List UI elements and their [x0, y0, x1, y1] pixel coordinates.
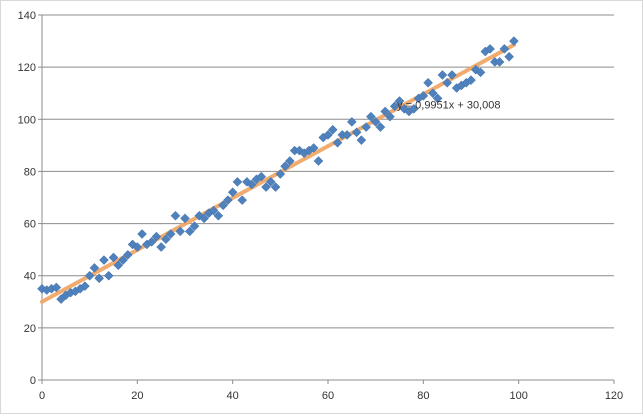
- data-point: [208, 205, 219, 216]
- y-tick-label: 40: [24, 271, 36, 283]
- y-tick-label: 0: [30, 375, 36, 387]
- data-point: [103, 270, 114, 281]
- data-point: [146, 236, 157, 247]
- data-point: [165, 229, 176, 239]
- data-point: [428, 88, 438, 99]
- data-point: [180, 213, 190, 224]
- data-point: [80, 281, 90, 291]
- data-point: [275, 169, 286, 179]
- data-point: [137, 229, 147, 239]
- data-point: [232, 177, 243, 187]
- data-point: [280, 161, 290, 172]
- data-point: [94, 273, 105, 284]
- data-point: [218, 200, 228, 211]
- data-point: [327, 124, 338, 135]
- data-point: [432, 93, 443, 104]
- data-point: [118, 255, 128, 265]
- data-point: [161, 234, 171, 245]
- data-point: [89, 263, 100, 273]
- data-point: [466, 75, 476, 86]
- data-point: [237, 195, 248, 205]
- data-point: [356, 135, 367, 145]
- x-tick-label: 60: [322, 390, 334, 402]
- data-point: [113, 260, 124, 271]
- data-point: [265, 177, 276, 187]
- data-point: [184, 226, 195, 237]
- data-point: [246, 179, 257, 190]
- data-point: [485, 44, 495, 54]
- data-point: [308, 143, 319, 153]
- data-point: [122, 250, 133, 260]
- y-tick-label: 60: [24, 219, 36, 231]
- data-point: [504, 51, 514, 62]
- data-point: [447, 70, 457, 80]
- y-tick-label: 100: [18, 114, 36, 126]
- x-tick-label: 0: [39, 390, 45, 402]
- y-tick-label: 140: [18, 10, 36, 22]
- data-point: [423, 77, 433, 88]
- data-point: [132, 242, 143, 252]
- data-point: [408, 104, 419, 114]
- data-point: [499, 44, 510, 54]
- data-point: [256, 171, 267, 182]
- data-point: [509, 36, 519, 46]
- data-point: [270, 182, 281, 192]
- data-point: [366, 111, 376, 122]
- data-point: [342, 130, 352, 140]
- data-point: [385, 111, 395, 122]
- trendline-equation: y = 0,9951x + 30,008: [397, 99, 500, 111]
- tick-labels: 0 20 40 60 80 100 120 140 0 20 40 60 80 100 120: [18, 10, 624, 402]
- data-point: [227, 187, 238, 198]
- data-point: [261, 182, 271, 192]
- data-point: [156, 242, 167, 252]
- data-point: [51, 282, 62, 293]
- data-point: [323, 130, 333, 140]
- annotations: y = 0,9951x + 30,008: [397, 99, 500, 111]
- data-point: [108, 252, 119, 263]
- data-point: [151, 231, 162, 242]
- data-point: [361, 122, 371, 132]
- data-point: [437, 70, 448, 80]
- data-point: [175, 226, 186, 237]
- data-point: [351, 127, 362, 138]
- data-point: [494, 57, 505, 67]
- data-point: [442, 77, 453, 88]
- data-point: [170, 210, 181, 221]
- data-point: [418, 90, 429, 101]
- axes: [38, 14, 615, 384]
- x-tick-label: 120: [605, 390, 623, 402]
- data-point: [99, 255, 109, 265]
- y-tick-label: 20: [24, 323, 36, 335]
- data-point: [189, 221, 200, 232]
- data-point: [313, 156, 324, 166]
- data-points: [37, 36, 519, 305]
- data-point: [380, 106, 391, 117]
- gridlines: [42, 14, 614, 329]
- data-point: [475, 67, 486, 78]
- y-tick-label: 120: [18, 62, 36, 74]
- x-tick-label: 40: [227, 390, 239, 402]
- data-point: [370, 117, 381, 127]
- data-point: [213, 210, 224, 221]
- data-point: [375, 122, 386, 132]
- data-point: [394, 96, 405, 106]
- data-point: [346, 117, 357, 127]
- data-point: [332, 137, 343, 148]
- y-tick-label: 80: [24, 166, 36, 178]
- data-point: [84, 270, 95, 281]
- data-point: [223, 195, 233, 205]
- x-tick-label: 20: [131, 390, 143, 402]
- x-tick-label: 80: [417, 390, 429, 402]
- x-tick-label: 100: [509, 390, 527, 402]
- data-point: [389, 101, 400, 112]
- data-point: [285, 156, 295, 166]
- data-point: [199, 213, 209, 224]
